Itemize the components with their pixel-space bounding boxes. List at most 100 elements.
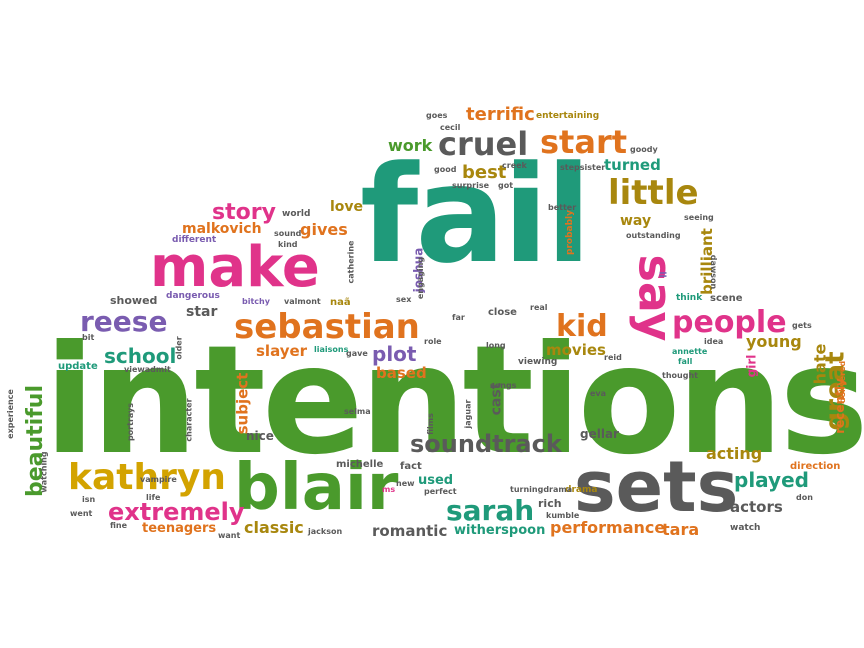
word-subject: subject: [233, 372, 252, 435]
word-want: want: [218, 531, 241, 540]
word-gives: gives: [300, 220, 348, 239]
word-thought: thought: [662, 371, 698, 380]
word-viewing: viewing: [518, 357, 558, 367]
word-tara: tara: [662, 520, 700, 539]
word-blair: blair: [234, 451, 399, 525]
word-make: make: [150, 235, 320, 300]
word-valmont: valmont: [284, 297, 321, 306]
word-acting: acting: [706, 444, 763, 463]
word-older: older: [174, 336, 184, 360]
word-sebastian: sebastian: [234, 307, 420, 347]
word-creek: creek: [502, 161, 527, 170]
word-work: work: [388, 136, 433, 155]
word-sex: sex: [396, 295, 412, 304]
word-sarah: sarah: [446, 494, 535, 527]
word-eva: eva: [590, 389, 607, 398]
word-love: love: [330, 199, 364, 215]
word-reese: reese: [80, 305, 168, 338]
word-direction: direction: [790, 461, 841, 472]
word-dawson: dawson: [709, 254, 719, 290]
word-real: real: [530, 303, 548, 312]
word-terrific: terrific: [466, 104, 535, 125]
word-start: start: [540, 123, 628, 161]
word-kind: kind: [278, 240, 298, 249]
word-used: used: [418, 473, 454, 488]
word-actors: actors: [730, 498, 783, 516]
word-way: way: [620, 213, 652, 229]
word-witherspoon: witherspoon: [454, 523, 546, 538]
word-outstanding: outstanding: [626, 231, 681, 240]
word-reid: reid: [604, 353, 622, 362]
word-performance: performance: [550, 518, 666, 537]
word-slayer: slayer: [256, 342, 308, 360]
word-dangerous: dangerous: [166, 291, 220, 301]
word-teenagers: teenagers: [142, 521, 217, 536]
word-probably: probably: [564, 210, 575, 255]
word-scene: scene: [710, 293, 743, 304]
word-classic: classic: [244, 518, 304, 537]
word-turningdrama: turningdrama: [510, 485, 573, 494]
word-vampire: vampire: [140, 475, 177, 484]
word-hate: hate: [810, 343, 830, 385]
word-delivered: delivered: [838, 360, 848, 404]
word-played: played: [734, 468, 809, 492]
word-jaguar: jaguar: [463, 399, 473, 429]
word-bitchy: bitchy: [242, 297, 270, 306]
word-update: update: [58, 361, 98, 372]
word-young: young: [746, 332, 802, 351]
word-portrays: portrays: [126, 402, 136, 442]
word-plot: plot: [372, 342, 417, 366]
word-girl: girl: [744, 354, 759, 378]
word-ll: ll: [659, 271, 670, 278]
word-nice: nice: [246, 429, 274, 443]
word-school: school: [104, 344, 177, 368]
word-best: best: [462, 162, 507, 183]
word-jackson: jackson: [308, 527, 343, 536]
word-kid: kid: [556, 309, 608, 344]
word-got: got: [498, 181, 514, 190]
word-soundtrack: soundtrack: [410, 430, 562, 458]
word-surprise: surprise: [452, 181, 490, 190]
word-stepsister: stepsister: [560, 163, 606, 172]
word-cruel: cruel: [438, 125, 529, 163]
word-star: star: [186, 304, 218, 320]
word-selma: selma: [344, 407, 371, 416]
word-engaging: engaging: [416, 256, 426, 300]
word-better: better: [548, 203, 577, 212]
word-character: character: [184, 398, 194, 442]
word-role: role: [424, 337, 442, 346]
word-ms: ms: [382, 485, 396, 494]
word-new: new: [396, 479, 415, 488]
word-based: based: [376, 364, 427, 382]
word-people: people: [672, 305, 787, 340]
word-turned: turned: [604, 156, 661, 174]
word-intentions: intentions: [44, 314, 864, 488]
word-isn: isn: [82, 495, 96, 504]
word-gets: gets: [792, 321, 812, 330]
word-goody: goody: [630, 145, 658, 154]
word-romantic: romantic: [372, 522, 448, 540]
word-sound: sound: [274, 229, 302, 238]
word-songs: songs: [490, 381, 517, 390]
word-sets: sets: [574, 446, 739, 528]
word-think: think: [676, 293, 703, 303]
word-don: don: [796, 493, 813, 502]
word-viewadmit: viewadmit: [124, 365, 171, 374]
word-far: far: [452, 313, 465, 322]
word-experience: experience: [5, 389, 15, 439]
word-life: life: [146, 493, 161, 502]
word-michelle: michelle: [336, 459, 384, 470]
word-gellar: gellar: [580, 427, 619, 441]
word-goes: goes: [426, 111, 448, 120]
word-showed: showed: [110, 294, 158, 307]
word-catherine: catherine: [346, 240, 356, 284]
word-watching: watching: [39, 451, 49, 493]
word-extremely: extremely: [108, 498, 245, 526]
word-different: different: [172, 235, 217, 245]
word-idea: idea: [704, 337, 724, 346]
word-naa: naã: [330, 297, 351, 308]
word-fall: fall: [678, 357, 693, 366]
word-liaisons: liaisons: [314, 345, 349, 354]
word-world: world: [282, 209, 311, 219]
word-entertaining: entertaining: [536, 111, 600, 121]
